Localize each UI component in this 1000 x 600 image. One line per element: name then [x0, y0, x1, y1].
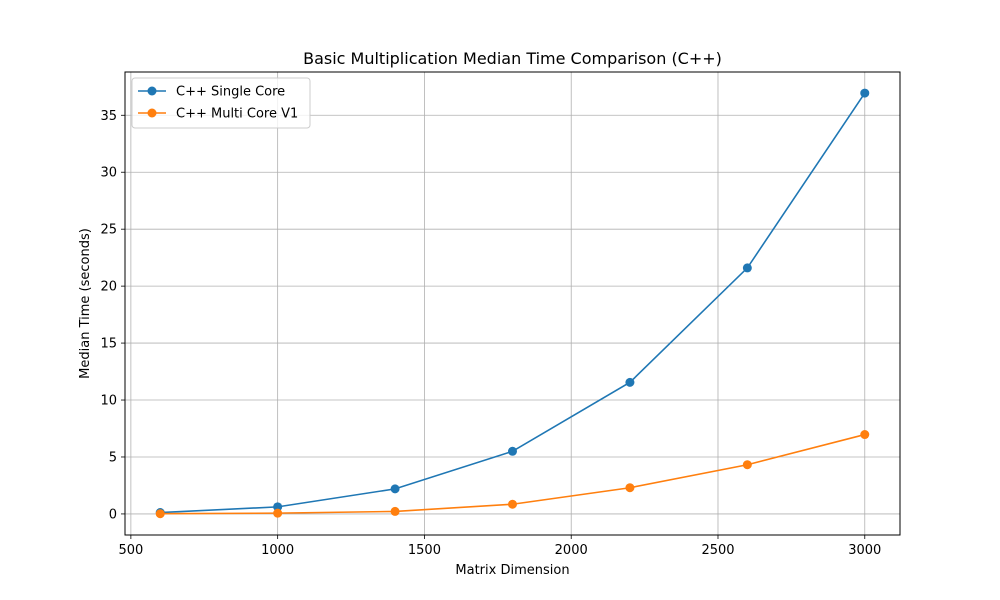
x-tick-label: 2000 — [555, 543, 588, 558]
legend-box — [131, 77, 311, 129]
plot-frame — [124, 71, 901, 536]
y-tick-label: 25 — [100, 223, 117, 238]
x-tick-label: 1000 — [261, 543, 294, 558]
chart-title: Basic Multiplication Median Time Compari… — [303, 49, 722, 68]
series-group — [155, 430, 870, 519]
series-group — [155, 88, 870, 519]
x-tick-label: 3000 — [848, 543, 881, 558]
data-point — [390, 506, 400, 516]
legend-marker — [147, 86, 157, 96]
y-tick-label: 35 — [100, 109, 117, 124]
legend-label: C++ Single Core — [176, 85, 285, 100]
data-point — [742, 460, 752, 470]
data-point — [273, 508, 283, 518]
axis-ticks: 500 1000 1500 2000 2500 3000 0 5 10 15 20 25 30 35 — [100, 109, 881, 558]
data-point — [625, 483, 635, 493]
data-point — [273, 502, 283, 512]
grid-lines — [125, 72, 900, 535]
x-tick-label: 2500 — [701, 543, 734, 558]
data-point — [508, 446, 517, 456]
y-tick-label: 20 — [100, 280, 117, 295]
x-axis-title: Matrix Dimension — [455, 563, 569, 578]
data-point — [742, 263, 752, 273]
data-point — [390, 484, 400, 494]
y-tick-label: 15 — [100, 337, 117, 352]
data-point — [508, 499, 517, 509]
x-tick-label: 500 — [118, 543, 143, 558]
legend: C++ Single Core C++ Multi Core V1 — [131, 77, 311, 129]
legend-marker — [147, 108, 157, 118]
legend-label: C++ Multi Core V1 — [176, 107, 298, 122]
data-point — [860, 430, 870, 440]
data-point — [860, 88, 870, 98]
data-point — [155, 509, 165, 519]
y-axis-title: Median Time (seconds) — [78, 228, 93, 379]
data-point — [625, 377, 635, 387]
y-tick-label: 5 — [109, 450, 117, 465]
y-tick-label: 30 — [100, 166, 117, 181]
y-tick-label: 10 — [100, 394, 117, 409]
x-tick-label: 1500 — [408, 543, 441, 558]
y-tick-label: 0 — [109, 507, 117, 522]
